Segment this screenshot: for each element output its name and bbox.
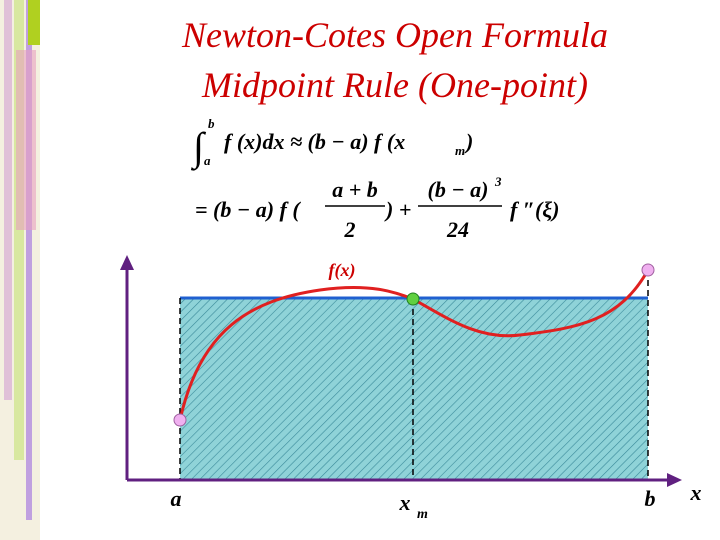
- title: Newton-Cotes Open Formula: [181, 15, 608, 55]
- a-label: a: [171, 486, 182, 511]
- formula-lead: = (b − a) f (: [195, 197, 301, 222]
- plus: ) +: [384, 197, 411, 222]
- formula-close: ): [464, 129, 473, 154]
- endpoint: [641, 263, 655, 277]
- formula-tail: f ″(ξ): [510, 197, 560, 222]
- lower-limit: a: [204, 153, 211, 168]
- b-label: b: [645, 486, 656, 511]
- curve-label: f(x): [329, 260, 356, 281]
- exponent: 3: [494, 174, 502, 189]
- numerator: (b − a): [428, 177, 489, 202]
- midpoint: [406, 292, 420, 306]
- upper-limit: b: [208, 116, 215, 131]
- endpoint: [173, 413, 187, 427]
- xm-label: x: [399, 490, 411, 515]
- denominator: 2: [344, 217, 356, 242]
- title: Midpoint Rule (One-point): [201, 65, 588, 105]
- formula-2: = (b − a) f ( a + b 2 ) + (b − a) 3 24 f…: [195, 174, 560, 242]
- integral: ∫: [190, 124, 207, 171]
- numerator: a + b: [332, 177, 378, 202]
- graph: f(x) a x m b x: [120, 255, 702, 522]
- denominator: 24: [446, 217, 469, 242]
- formula-1: ∫ b a f (x)dx ≈ (b − a) f (x m ): [190, 116, 473, 171]
- xm-subscript: m: [417, 507, 428, 522]
- formula-body: f (x)dx ≈ (b − a) f (x: [224, 129, 405, 154]
- subscript: m: [455, 143, 465, 158]
- x-axis-label: x: [690, 480, 702, 505]
- decor-strip: [0, 0, 40, 540]
